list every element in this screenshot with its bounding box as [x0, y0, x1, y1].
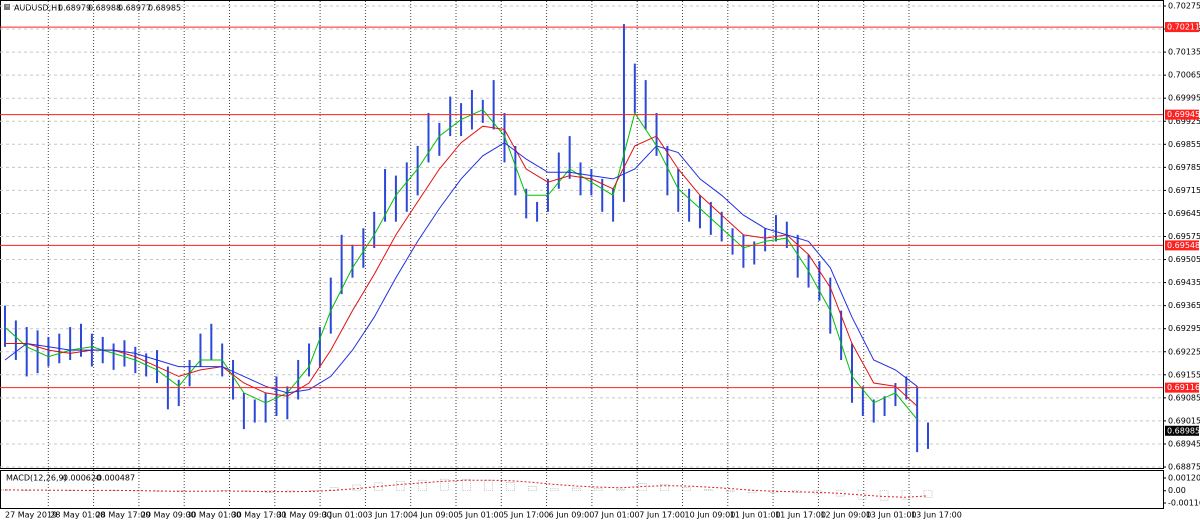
y-tick-label: 0.00	[1168, 486, 1186, 495]
x-tick-label: 29 May 09:00	[141, 511, 196, 520]
macd-bar	[506, 482, 515, 492]
x-tick-label: 13 Jun 17:00	[911, 511, 962, 520]
macd-bar	[594, 488, 603, 492]
macd-bar	[769, 490, 779, 494]
y-tick-label: 0.69225	[1168, 347, 1200, 356]
macd-bar	[879, 490, 889, 501]
level-label: 0.69548	[1167, 241, 1200, 250]
macd-bar	[396, 480, 405, 492]
macd-bar	[462, 478, 471, 492]
macd-bar	[813, 490, 823, 495]
macd-bar	[703, 489, 713, 492]
x-tick-label: 30 May 17:00	[232, 511, 287, 520]
x-tick-label: 3 Jun 17:00	[367, 511, 413, 520]
y-tick-label: 0.69715	[1168, 186, 1200, 195]
macd-bar	[572, 487, 581, 492]
x-tick-label: 12 Jun 09:00	[820, 511, 871, 520]
macd-bar	[528, 486, 537, 492]
level-tag	[1165, 240, 1199, 251]
x-tick-label: 31 May 09:00	[277, 511, 332, 520]
level-label: 0.70211	[1167, 23, 1200, 32]
macd-signal: -0.000487	[94, 474, 135, 483]
macd-title: MACD(12,26,9)	[6, 474, 67, 483]
last-price-tag	[1165, 425, 1199, 436]
y-tick-label: 0.69015	[1168, 416, 1200, 425]
y-tick-label: 0.68875	[1168, 463, 1200, 472]
y-tick-label: 0.69435	[1168, 278, 1200, 287]
x-tick-label: 11 Jun 01:00	[730, 511, 781, 520]
x-tick-label: 11 Jun 17:00	[775, 511, 826, 520]
y-tick-label: 0.69155	[1168, 370, 1200, 379]
y-tick-label: 0.69855	[1168, 140, 1200, 149]
x-tick-label: 7 Jun 01:00	[594, 511, 640, 520]
macd-bar	[330, 487, 339, 492]
level-label: 0.69945	[1167, 110, 1200, 119]
macd-bar	[264, 490, 274, 493]
moving-average	[4, 109, 918, 420]
y-tick-label: 0.69925	[1168, 117, 1200, 126]
macd-bar	[484, 479, 493, 492]
symbol: AUDUSD,H1	[14, 4, 62, 13]
moving-average	[5, 125, 918, 407]
macd-bar	[418, 479, 427, 492]
macd-bar	[638, 483, 647, 492]
x-tick-label: 6 Jun 09:00	[549, 511, 595, 520]
y-tick-label: -0.001162	[1168, 499, 1200, 508]
macd-bar	[681, 487, 691, 492]
level-label: 0.69116	[1167, 383, 1200, 392]
macd-pane	[0, 470, 1164, 509]
x-tick-label: 5 Jun 17:00	[503, 511, 549, 520]
y-tick-label: 0.70065	[1168, 71, 1200, 80]
macd-bar	[352, 484, 361, 492]
ohlc-open: 0.68979	[58, 4, 91, 13]
ohlc-close: 0.68985	[148, 4, 181, 13]
macd-bar	[923, 490, 933, 498]
y-tick-label: 0.70135	[1168, 48, 1200, 57]
x-tick-label: 3 Jun 01:00	[322, 511, 368, 520]
macd-signal-line	[4, 479, 929, 498]
macd-bar	[176, 490, 186, 493]
macd-bar	[550, 488, 559, 492]
macd-bar	[659, 484, 669, 492]
macd-bar	[725, 490, 735, 493]
x-tick-label: 4 Jun 09:00	[413, 511, 459, 520]
level-tag	[1165, 382, 1199, 393]
macd-bar	[440, 478, 449, 492]
y-tick-label: 0.69085	[1168, 393, 1200, 402]
macd-bar	[374, 482, 383, 492]
y-tick-label: 0.69645	[1168, 209, 1200, 218]
y-tick-label: 0.69505	[1168, 255, 1200, 264]
x-tick-label: 27 May 2019	[5, 511, 57, 520]
price-pane	[0, 0, 1164, 469]
macd-bar	[616, 488, 625, 492]
level-tag	[1165, 109, 1199, 120]
x-tick-label: 7 Jun 17:00	[639, 511, 685, 520]
macd-bar	[857, 490, 867, 500]
x-tick-label: 10 Jun 09:00	[685, 511, 736, 520]
ohlc-high: 0.68988	[88, 4, 121, 13]
symbol-icon	[4, 4, 10, 10]
y-tick-label: 0.69365	[1168, 301, 1200, 310]
y-tick-label: 0.001208	[1168, 474, 1200, 483]
macd-bar	[747, 490, 757, 494]
x-tick-label: 30 May 01:00	[186, 511, 241, 520]
y-tick-label: 0.69995	[1168, 94, 1200, 103]
y-tick-label: 0.68945	[1168, 439, 1200, 448]
x-tick-label: 28 May 17:00	[96, 511, 151, 520]
x-tick-label: 28 May 01:00	[50, 511, 105, 520]
y-tick-label: 0.70275	[1168, 2, 1200, 11]
macd-bar	[901, 490, 911, 500]
y-tick-label: 0.69575	[1168, 232, 1200, 241]
y-tick-label: 0.69785	[1168, 163, 1200, 172]
last-price-label: 0.68985	[1167, 426, 1200, 435]
macd-main: -0.000620	[60, 474, 101, 483]
ohlc-low: 0.68977	[118, 4, 151, 13]
level-tag	[1165, 22, 1199, 33]
y-tick-label: 0.69295	[1168, 324, 1200, 333]
x-tick-label: 5 Jun 01:00	[458, 511, 504, 520]
x-tick-label: 13 Jun 01:00	[866, 511, 917, 520]
moving-average	[4, 142, 918, 394]
